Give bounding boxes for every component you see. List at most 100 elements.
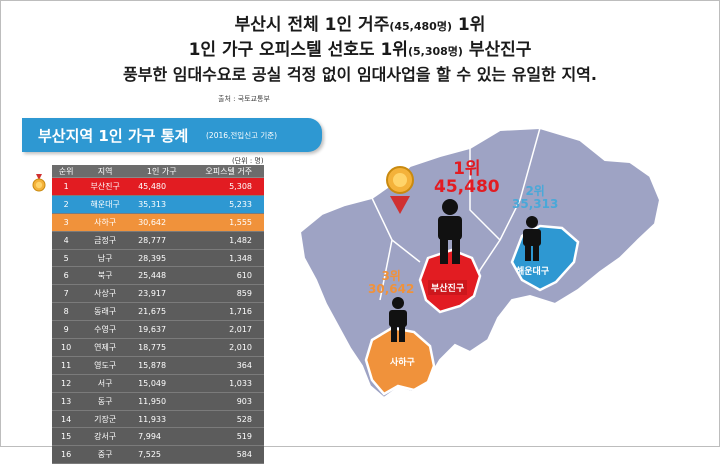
headline-2-main: 1인 가구 오피스텔 선호도 1위 [188, 40, 408, 60]
table-row: 7 사상구 23,917 859 [52, 284, 264, 304]
source-note: 출처 : 국토교통부 [218, 95, 270, 103]
cell-household: 19,637 [130, 320, 194, 340]
cell-rank: 4 [52, 231, 81, 250]
first-place-label: 1위 45,480 [434, 160, 500, 196]
table-row: 9 수영구 19,637 2,017 [52, 320, 264, 340]
stats-table: 순위 지역 1인 가구 오피스텔 거주 1 부산진구 45,480 5,308 … [52, 165, 264, 464]
second-value: 35,313 [512, 197, 559, 211]
cell-officetel: 5,233 [193, 195, 264, 214]
cell-officetel: 1,033 [193, 374, 264, 393]
table-row: 8 동래구 21,675 1,716 [52, 302, 264, 322]
table-row: 10 연제구 18,775 2,010 [52, 338, 264, 357]
medal-icon [386, 166, 414, 214]
cell-region: 해운대구 [80, 195, 131, 214]
cell-rank: 6 [52, 266, 81, 286]
table-row: 4 금정구 28,777 1,482 [52, 231, 264, 250]
cell-rank: 3 [52, 213, 81, 232]
headline-1-paren: (45,480명) [389, 20, 452, 33]
cell-rank: 15 [52, 427, 81, 447]
map-district-lines [371, 127, 541, 301]
cell-region: 남구 [80, 249, 131, 268]
table-row: 11 영도구 15,878 364 [52, 356, 264, 375]
map-saha [364, 326, 436, 396]
cell-household: 23,917 [130, 284, 194, 304]
cell-rank: 10 [52, 338, 81, 357]
cell-officetel: 610 [193, 266, 264, 286]
cell-region: 연제구 [80, 338, 131, 357]
table-row: 16 중구 7,525 584 [52, 445, 264, 464]
header-rank: 순위 [52, 165, 81, 178]
cell-household: 30,642 [130, 213, 194, 232]
person-icon [523, 216, 541, 261]
cell-rank: 9 [52, 320, 81, 340]
table-header-row: 순위 지역 1인 가구 오피스텔 거주 [52, 165, 264, 178]
table-row: 2 해운대구 35,313 5,233 [52, 195, 264, 214]
cell-household: 18,775 [130, 338, 194, 357]
cell-rank: 5 [52, 249, 81, 268]
third-rank: 3위 [381, 269, 401, 283]
first-rank: 1위 [453, 159, 481, 179]
cell-officetel: 2,010 [193, 338, 264, 357]
headline-2-paren: (5,308명) [407, 45, 463, 58]
table-row: 5 남구 28,395 1,348 [52, 249, 264, 268]
cell-region: 중구 [80, 445, 131, 464]
cell-region: 강서구 [80, 427, 131, 447]
table-row: 1 부산진구 45,480 5,308 [52, 177, 264, 196]
person-icon [389, 297, 407, 342]
cell-officetel: 1,555 [193, 213, 264, 232]
cell-officetel: 903 [193, 392, 264, 411]
cell-household: 28,395 [130, 249, 194, 268]
table-row: 15 강서구 7,994 519 [52, 427, 264, 447]
haeundae-tag: 해운대구 [516, 267, 550, 277]
headline-2-tail: 부산진구 [462, 40, 532, 60]
cell-officetel: 528 [193, 410, 264, 429]
cell-household: 25,448 [130, 266, 194, 286]
cell-region: 서구 [80, 374, 131, 393]
header-single-household: 1인 가구 [130, 165, 194, 178]
third-place-label: 3위 30,642 [368, 270, 414, 296]
headline-line-1: 부산시 전체 1인 거주(45,480명) 1위 [0, 10, 720, 35]
unit-note: (단위 : 명) [232, 157, 264, 165]
cell-rank: 8 [52, 302, 81, 322]
cell-rank: 13 [52, 392, 81, 411]
saha-tag: 사하구 [390, 358, 415, 368]
cell-region: 사상구 [80, 284, 131, 304]
cell-rank: 16 [52, 445, 81, 464]
cell-household: 15,878 [130, 356, 194, 375]
table-row: 12 서구 15,049 1,033 [52, 374, 264, 393]
banner-subtitle: (2016,전입신고 기준) [206, 131, 278, 140]
cell-rank: 1 [52, 177, 81, 196]
cell-rank: 14 [52, 410, 81, 429]
cell-region: 금정구 [80, 231, 131, 250]
cell-rank: 11 [52, 356, 81, 375]
cell-household: 35,313 [130, 195, 194, 214]
cell-region: 북구 [80, 266, 131, 286]
cell-household: 7,525 [130, 445, 194, 464]
cell-household: 7,994 [130, 427, 194, 447]
first-value: 45,480 [434, 177, 500, 197]
cell-region: 영도구 [80, 356, 131, 375]
cell-household: 11,933 [130, 410, 194, 429]
busan-map [298, 126, 662, 400]
stats-banner: 부산지역 1인 가구 통계 (2016,전입신고 기준) [22, 118, 322, 152]
cell-rank: 2 [52, 195, 81, 214]
table-row: 13 동구 11,950 903 [52, 392, 264, 411]
table-row: 3 사하구 30,642 1,555 [52, 213, 264, 232]
busanjin-tag: 부산진구 [428, 280, 468, 295]
cell-region: 기장군 [80, 410, 131, 429]
headline-line-3: 풍부한 임대수요로 공실 걱정 없이 임대사업을 할 수 있는 유일한 지역. [123, 65, 597, 84]
cell-household: 45,480 [130, 177, 194, 196]
second-rank: 2위 [525, 184, 545, 198]
headline-1-main: 부산시 전체 1인 거주 [234, 15, 390, 35]
third-value: 30,642 [368, 282, 415, 296]
cell-officetel: 2,017 [193, 320, 264, 340]
medal-icon [32, 174, 46, 192]
cell-officetel: 364 [193, 356, 264, 375]
cell-officetel: 1,348 [193, 249, 264, 268]
cell-household: 15,049 [130, 374, 194, 393]
cell-rank: 12 [52, 374, 81, 393]
headline-line-2: 1인 가구 오피스텔 선호도 1위(5,308명) 부산진구 [0, 35, 720, 60]
table-row: 6 북구 25,448 610 [52, 266, 264, 286]
person-icon [438, 199, 462, 264]
cell-officetel: 519 [193, 427, 264, 447]
